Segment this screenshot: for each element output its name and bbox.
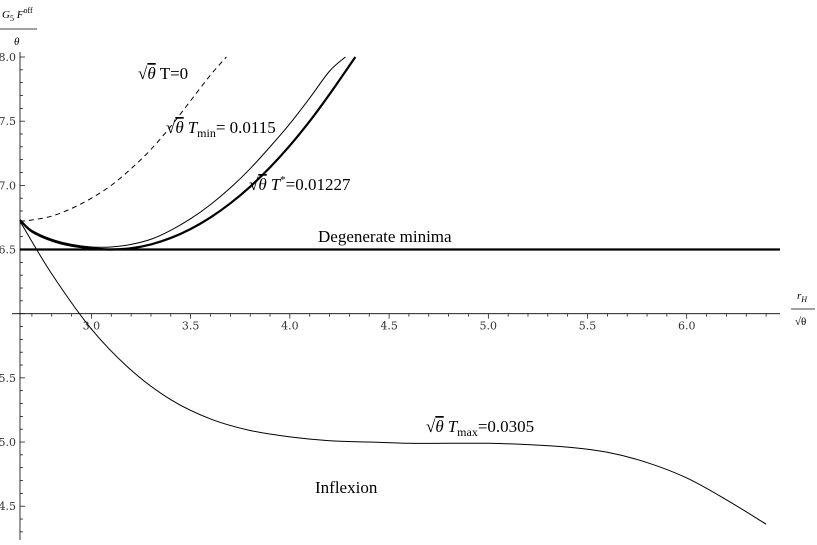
- annotation-t-zero: √θ T=0: [138, 64, 188, 83]
- x-tick-label: 3.5: [182, 320, 200, 333]
- annotation-t-max: √θ Tmax=0.0305: [426, 417, 534, 439]
- y-tick-label: 4.5: [0, 500, 16, 513]
- axes: [12, 52, 780, 540]
- x-tick-label: 5.5: [579, 320, 597, 333]
- x-axis-label: rH √θ: [791, 290, 815, 328]
- annotation-t-min: √θ Tmin= 0.0115: [166, 118, 276, 140]
- y-tick-label: 7.0: [0, 179, 16, 192]
- x-tick-label: 6.0: [678, 320, 696, 333]
- series-group: [19, 56, 780, 525]
- series-line-1: [19, 56, 227, 222]
- y-tick-label: 8.0: [0, 51, 16, 64]
- ticks: 3.0 3.5 4.0 4.5 5.0 5.5 6.04.55.05.56.57.07.58…: [0, 51, 767, 533]
- annotation-t-star: √θ T*=0.01227: [249, 174, 351, 194]
- y-axis-label-numerator: G5 Foff: [2, 6, 33, 23]
- x-axis-label-numerator: rH: [797, 290, 808, 304]
- annotation-degenerate-minima: Degenerate minima: [318, 227, 452, 246]
- x-tick-label: 4.5: [380, 320, 398, 333]
- y-axis-label-denominator: θ: [14, 36, 20, 48]
- y-tick-label: 6.5: [0, 244, 16, 257]
- x-tick-label: 5.0: [480, 320, 498, 333]
- x-tick-label: 4.0: [281, 320, 299, 333]
- y-tick-label: 7.5: [0, 115, 16, 128]
- series-line-2: [19, 56, 346, 248]
- series-line-3: [19, 56, 357, 251]
- x-axis-label-denominator: √θ: [795, 316, 806, 328]
- series-line-5: [19, 221, 767, 525]
- y-tick-label: 5.5: [0, 372, 16, 385]
- annotation-inflexion: Inflexion: [315, 478, 378, 497]
- y-axis-label: G5 Foff θ: [0, 6, 37, 48]
- y-tick-label: 5.0: [0, 436, 16, 449]
